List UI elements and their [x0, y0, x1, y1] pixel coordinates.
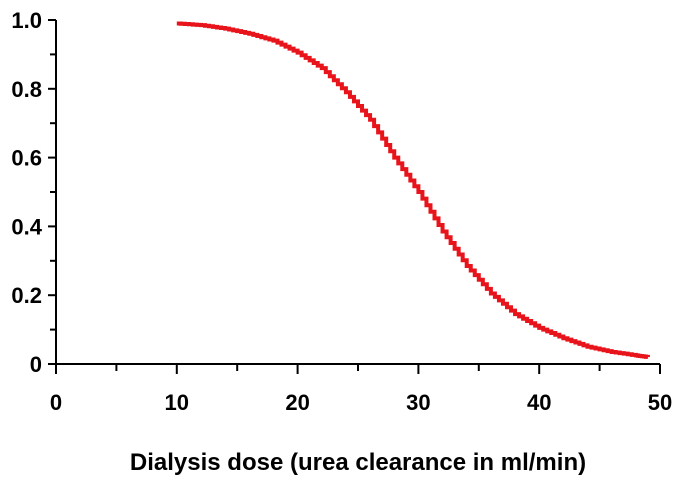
x-tick-label-0: 0 — [50, 390, 62, 415]
x-tick-label-40: 40 — [527, 390, 551, 415]
x-tick-label-10: 10 — [165, 390, 189, 415]
y-tick-label-0.6: 0.6 — [11, 146, 42, 171]
y-tick-label-0: 0 — [30, 352, 42, 377]
series-layer — [176, 21, 650, 359]
y-tick-label-0.2: 0.2 — [11, 283, 42, 308]
x-axis-title: Dialysis dose (urea clearance in ml/min) — [130, 449, 586, 476]
y-tick-label-0.4: 0.4 — [11, 214, 42, 239]
y-tick-label-1.0: 1.0 — [11, 8, 42, 33]
x-tick-label-50: 50 — [648, 390, 672, 415]
y-tick-label-0.8: 0.8 — [11, 77, 42, 102]
axes — [55, 20, 660, 365]
x-tick-label-30: 30 — [406, 390, 430, 415]
y-ticks: 0 0.2 0.4 0.6 0.8 1.0 — [11, 8, 56, 377]
series-line-0 — [176, 21, 650, 359]
x-ticks: 0 10 20 30 40 50 — [50, 364, 672, 415]
x-tick-label-20: 20 — [285, 390, 309, 415]
